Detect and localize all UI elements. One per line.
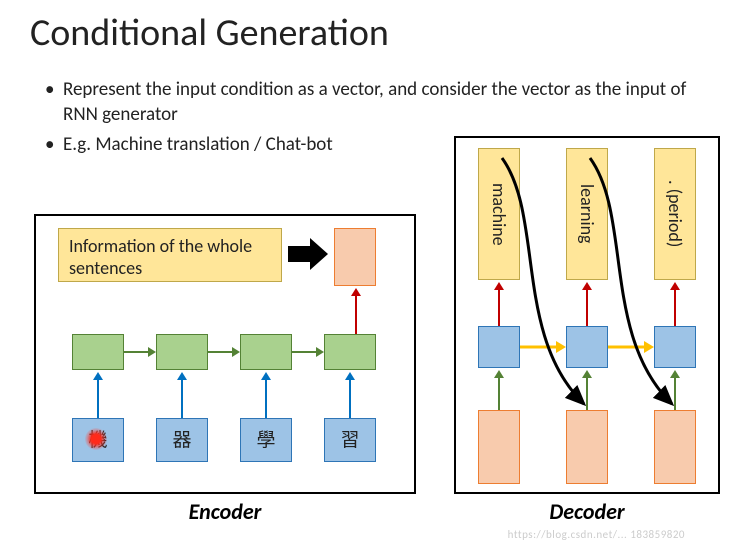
watermark: https://blog.csdn.net/... 183859820 xyxy=(508,528,685,541)
decoder-label: Decoder xyxy=(454,498,720,525)
big-arrow-icon xyxy=(284,236,332,272)
encoder-input-node: 學 xyxy=(240,418,292,462)
encoder-input-node: 器 xyxy=(156,418,208,462)
encoder-hidden-node xyxy=(72,334,124,370)
encoder-hidden-node xyxy=(324,334,376,370)
arrow-up-blue xyxy=(258,372,274,418)
encoder-label: Encoder xyxy=(34,498,416,525)
arrow-up-blue xyxy=(90,372,106,418)
encoder-hidden-node xyxy=(156,334,208,370)
encoder-hidden-node xyxy=(240,334,292,370)
slide-title: Conditional Generation xyxy=(0,0,745,56)
arrow-right-green xyxy=(292,344,324,360)
arrow-up-blue xyxy=(174,372,190,418)
arrow-up-blue xyxy=(342,372,358,418)
info-box: Information of the whole sentences xyxy=(58,228,282,282)
curve-arrow-black xyxy=(454,136,720,494)
bullet-item: Represent the input condition as a vecto… xyxy=(45,78,715,127)
arrow-up-red xyxy=(348,288,364,334)
arrow-right-green xyxy=(208,344,240,360)
arrow-right-green xyxy=(124,344,156,360)
laser-pointer-icon xyxy=(85,428,107,450)
encoder-output-node xyxy=(334,228,376,286)
encoder-input-node: 習 xyxy=(324,418,376,462)
